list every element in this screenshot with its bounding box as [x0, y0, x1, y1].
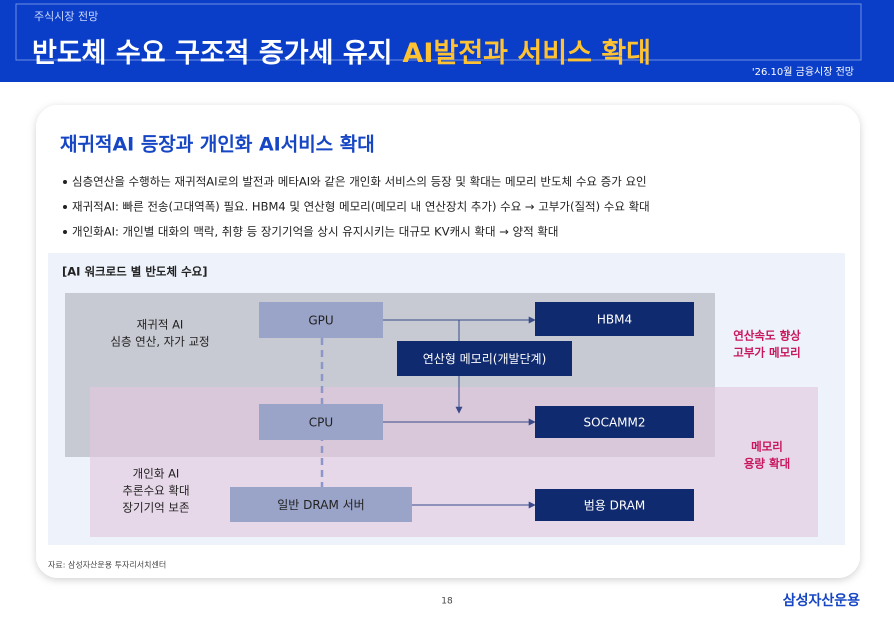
effect-label: 메모리	[751, 440, 783, 454]
node-label: HBM4	[597, 313, 632, 327]
bullet-text: 재귀적AI: 빠른 전송(고대역폭) 필요. HBM4 및 연산형 메모리(메모…	[72, 200, 650, 214]
effect-label: 연산속도 향상	[733, 329, 801, 343]
badge: '26.10월 금융시장 전망	[752, 66, 854, 78]
badge-bg	[731, 62, 861, 82]
node-label: 연산형 메모리(개발단계)	[423, 352, 547, 366]
diagram-title: [AI 워크로드 별 반도체 수요]	[62, 265, 208, 279]
bullet-dot	[63, 230, 67, 234]
bullet-dot	[63, 205, 67, 209]
effect-label: 용량 확대	[744, 457, 790, 471]
node-box	[230, 487, 412, 522]
slide-title: 반도체 수요 구조적 증가세 유지 AI발전과 서비스 확대	[32, 38, 651, 69]
node-box	[397, 341, 572, 376]
node-label: 일반 DRAM 서버	[277, 498, 364, 512]
node-label: GPU	[308, 314, 333, 328]
logo: 삼성자산운용	[783, 592, 860, 609]
node-label: 범용 DRAM	[584, 499, 646, 513]
effect-label: 고부가 메모리	[733, 346, 800, 360]
node-box	[535, 406, 694, 438]
group-label: 장기기억 보존	[122, 501, 189, 515]
bullet-dot	[63, 180, 67, 184]
group-label: 개인화 AI	[133, 467, 180, 481]
group-label: 추론수요 확대	[122, 484, 189, 498]
node-box	[259, 404, 383, 440]
personal-zone	[90, 387, 818, 537]
group-label: 재귀적 AI	[137, 318, 184, 332]
node-label: CPU	[309, 416, 333, 430]
node-box	[259, 302, 383, 338]
kicker: 주식시장 전망	[34, 10, 98, 23]
page-number: 18	[441, 597, 453, 607]
bullet-text: 심층연산을 수행하는 재귀적AI로의 발전과 메타AI와 같은 개인화 서비스의…	[72, 175, 647, 189]
node-box	[535, 302, 694, 336]
node-box	[535, 489, 694, 521]
group-label: 심층 연산, 자가 교정	[110, 335, 209, 349]
bullet-list: 심층연산을 수행하는 재귀적AI로의 발전과 메타AI와 같은 개인화 서비스의…	[63, 175, 650, 239]
node-label: SOCAMM2	[584, 416, 646, 430]
section-title: 재귀적AI 등장과 개인화 AI서비스 확대	[60, 133, 375, 156]
header-frame	[15, 3, 862, 61]
bullet-text: 개인화AI: 개인별 대화의 맥락, 취향 등 장기기억을 상시 유지시키는 대…	[72, 225, 558, 239]
source: 자료: 삼성자산운용 투자리서치센터	[48, 560, 166, 570]
